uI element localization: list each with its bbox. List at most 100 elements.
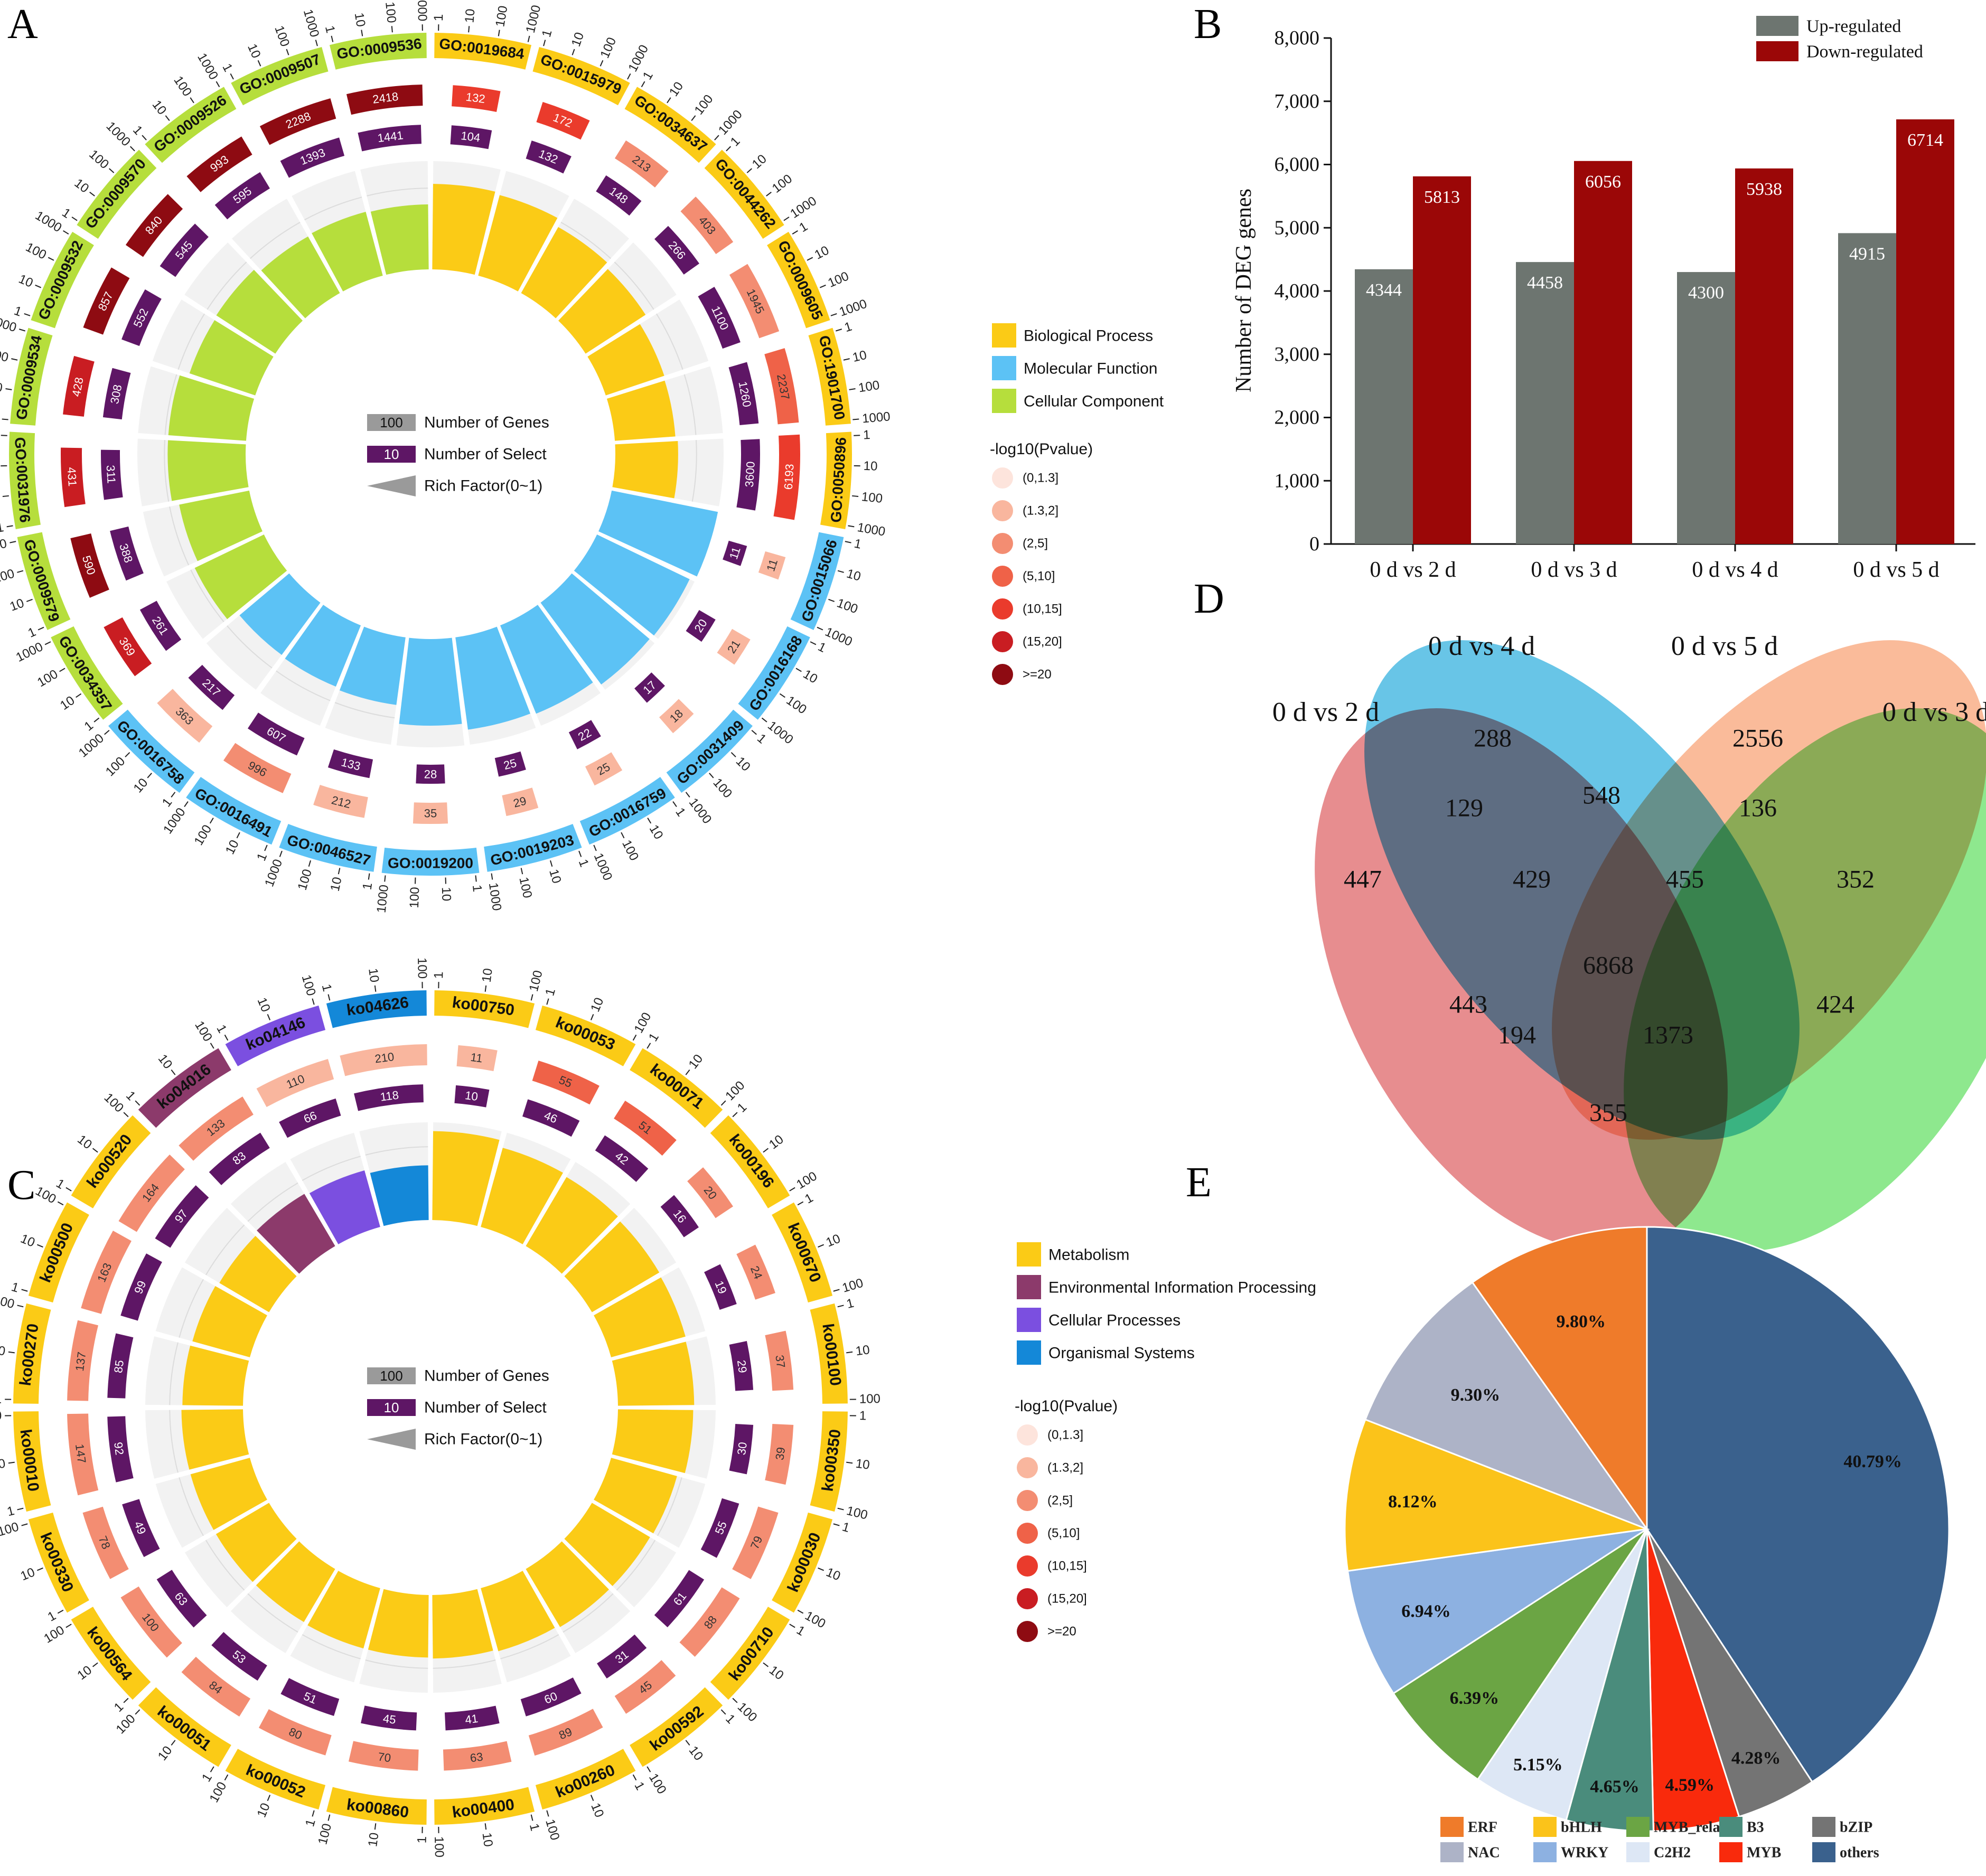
select-count-bar (160, 223, 209, 277)
rich-grid (657, 1477, 682, 1536)
venn-set-label: 0 d vs 2 d (1272, 697, 1379, 727)
tick-label: 10 (686, 1052, 706, 1072)
genes-scale-label: Number of Genes (424, 414, 549, 432)
tick-label: 1 (794, 1623, 807, 1639)
term-band (666, 709, 753, 793)
tick-label: 100 (692, 92, 716, 117)
tick-label: 10 (149, 98, 170, 118)
tick-mark (374, 985, 377, 992)
rich-grid (177, 313, 205, 370)
tick-mark (853, 418, 859, 420)
pvalue-swatch (992, 467, 1013, 489)
tick-mark (726, 146, 732, 152)
venn-region-count: 6868 (1583, 952, 1634, 980)
tick-mark (331, 35, 334, 42)
rich-grid (169, 1410, 179, 1473)
legend-swatch (1756, 16, 1798, 36)
tick-mark (35, 284, 42, 288)
select-count-bar (100, 449, 123, 500)
tick-label: 10 (812, 243, 831, 262)
category-swatch (1017, 1242, 1041, 1267)
tick-label: 10 (824, 1232, 842, 1250)
rich-grid (205, 1540, 245, 1591)
tick-label: 100 (0, 1409, 2, 1423)
term-band (535, 1005, 636, 1066)
tick-label: 100 (835, 596, 860, 616)
tick-label: 1000 (716, 107, 745, 138)
tick-mark (17, 1507, 24, 1511)
x-tick-label: 0 d vs 4 d (1692, 558, 1778, 582)
term-band (28, 1202, 89, 1303)
rich-grid (367, 187, 428, 196)
tick-mark (475, 875, 477, 882)
rich-factor-bar (500, 605, 593, 714)
tick-label: 1 (646, 1030, 662, 1044)
pvalue-swatch (1017, 1523, 1038, 1544)
tick-mark (491, 873, 493, 880)
genes-scale-value: 100 (380, 1368, 402, 1384)
tick-label: 1 (632, 1779, 648, 1793)
tick-mark (315, 40, 318, 46)
pie-legend-swatch (1440, 1842, 1464, 1862)
pie-legend-swatch (1719, 1817, 1743, 1837)
tick-label: 100 (101, 1091, 127, 1115)
select-count-bar (729, 1424, 754, 1475)
venn-region-count: 447 (1344, 866, 1382, 894)
bar-value-label: 4344 (1366, 280, 1402, 300)
tick-label: 10 (0, 379, 4, 396)
rich-factor-bar (216, 1503, 297, 1582)
term-band (772, 1512, 833, 1613)
rich-grid (433, 1659, 496, 1669)
select-count-label: 85 (111, 1359, 126, 1374)
tick-label: 10 (667, 79, 686, 99)
tick-mark (48, 257, 54, 261)
rich-grid (302, 1156, 361, 1181)
tick-mark (647, 818, 652, 824)
tick-label: 1000 (14, 640, 45, 665)
rich-factor-bar (192, 1286, 267, 1357)
tick-mark (26, 598, 33, 602)
tick-label: 1 (470, 884, 484, 893)
tick-mark (57, 1609, 64, 1614)
select-count-bar (522, 1099, 580, 1137)
tick-mark (123, 1112, 129, 1118)
pvalue-swatch (992, 631, 1013, 652)
tick-label: 10 (58, 693, 77, 713)
pvalue-swatch (1017, 1588, 1038, 1609)
tick-mark (849, 388, 856, 390)
tick-mark (837, 570, 844, 573)
tick-mark (36, 1567, 43, 1571)
tick-label: 10 (255, 996, 273, 1014)
gene-count-bar (346, 85, 423, 115)
tick-mark (546, 998, 549, 1005)
tick-mark (171, 1069, 176, 1075)
select-count-label: 41 (464, 1712, 479, 1727)
tick-mark (818, 1567, 825, 1571)
tick-label: 10 (0, 1343, 6, 1358)
tick-label: 10 (851, 348, 868, 365)
tick-mark (846, 1461, 853, 1464)
tick-mark (230, 73, 234, 80)
tick-mark (691, 115, 696, 121)
genes-scale-swatch (367, 1367, 416, 1384)
y-tick-label: 5,000 (1275, 217, 1320, 239)
rich-factor-bar (256, 1541, 335, 1622)
rich-grid (560, 222, 611, 259)
term-band (624, 87, 716, 163)
gene-count-bar (81, 1231, 132, 1314)
pie-percent-label: 4.28% (1731, 1748, 1781, 1768)
tick-label: 100 (723, 1078, 747, 1104)
tick-mark (171, 792, 176, 798)
tick-mark (312, 998, 315, 1005)
pie-percent-label: 6.94% (1401, 1602, 1451, 1621)
gene-count-bar (614, 1660, 676, 1714)
gene-count-bar (256, 1058, 334, 1108)
tick-label: 10 (588, 1801, 606, 1819)
tick-mark (530, 994, 533, 1001)
tick-label: 10 (462, 8, 477, 24)
pvalue-bin-label: (1.3,2] (1047, 1461, 1083, 1475)
tick-mark (578, 850, 582, 857)
bar-down-regulated (1413, 176, 1471, 544)
tick-label: 1 (415, 1836, 429, 1844)
